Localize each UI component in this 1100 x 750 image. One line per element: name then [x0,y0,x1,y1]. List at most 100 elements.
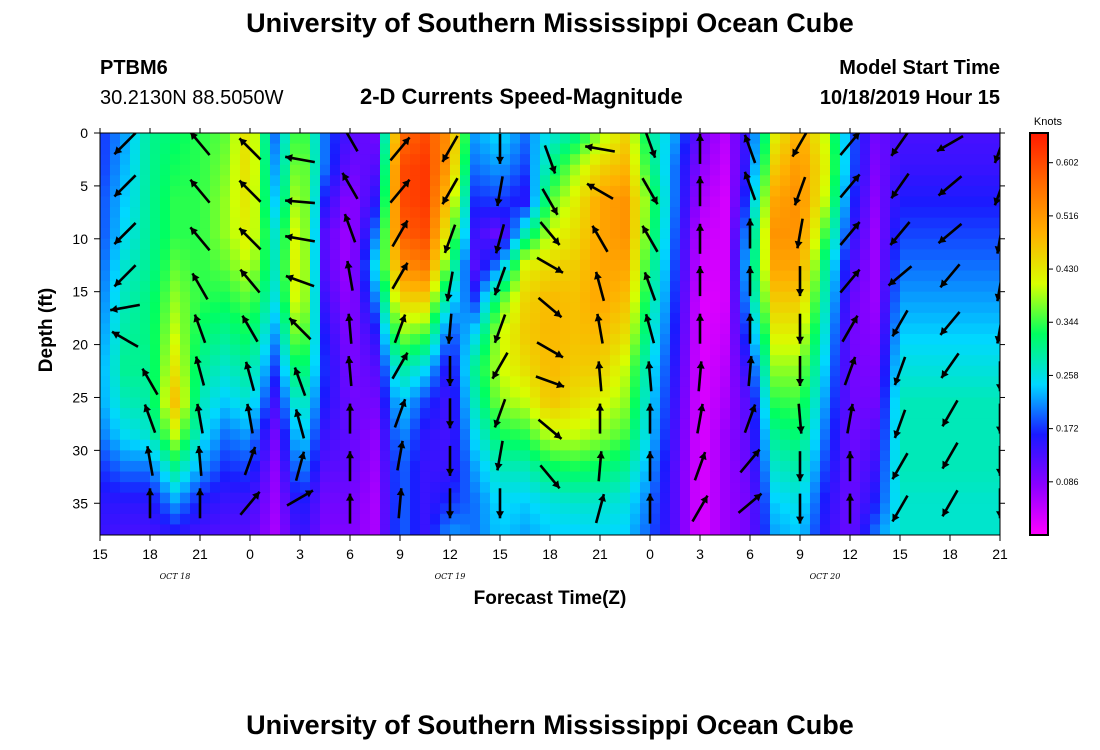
heatmap-cell [720,524,731,535]
heatmap-cell [570,492,581,504]
heatmap-cell [890,397,901,409]
heatmap-cell [130,376,141,388]
heatmap-cell [880,249,891,261]
heatmap-cell [480,143,491,155]
heatmap-cell [480,513,491,526]
heatmap-cell [870,418,881,430]
heatmap-cell [930,238,941,250]
heatmap-cell [520,207,531,219]
heatmap-cell [870,207,881,219]
heatmap-cell [650,323,661,335]
heatmap-cell [800,418,811,430]
heatmap-cell [840,503,851,515]
heatmap-cell [930,270,941,282]
heatmap-cell [380,228,391,240]
heatmap-cell [420,143,431,155]
heatmap-cell [170,164,181,176]
heatmap-cell [380,482,391,494]
heatmap-cell [480,429,491,441]
heatmap-cell [210,492,221,504]
heatmap-cell [960,408,971,420]
heatmap-cell [710,238,721,250]
heatmap-cell [350,408,361,420]
heatmap-cell [350,259,361,272]
heatmap-cell [850,460,861,473]
heatmap-cell [770,175,781,187]
heatmap-cell [920,323,931,335]
heatmap-cell [160,513,171,526]
heatmap-cell [560,460,571,473]
heatmap-cell [840,291,851,303]
current-arrow [496,488,504,519]
heatmap-cell [640,185,651,198]
heatmap-cell [360,513,371,526]
heatmap-cell [560,482,571,494]
heatmap-cell [910,408,921,420]
heatmap-cell [130,281,141,293]
heatmap-cell [430,196,441,208]
heatmap-cell [820,376,831,388]
heatmap-cell [930,154,941,166]
heatmap-cell [150,302,161,314]
current-arrow [794,218,804,249]
heatmap-cell [160,185,171,198]
heatmap-cell [220,143,231,155]
current-arrow [996,403,1000,434]
heatmap-cell [620,164,631,176]
heatmap-cell [800,471,811,483]
heatmap-cell [410,291,421,303]
heatmap-cell [720,386,731,399]
heatmap-cell [720,323,731,335]
heatmap-cell [470,492,481,504]
heatmap-cell [610,175,621,187]
heatmap-cell [170,259,181,272]
heatmap-cell [870,238,881,250]
heatmap-cell [130,302,141,314]
heatmap-cell [650,386,661,399]
heatmap-cell [650,238,661,250]
heatmap-cell [320,133,331,145]
heatmap-cell [440,133,451,145]
heatmap-cell [110,228,121,240]
heatmap-cell [980,344,991,356]
heatmap-cell [960,460,971,473]
heatmap-cell [360,154,371,166]
heatmap-cell [660,238,671,250]
heatmap-cell [400,143,411,155]
heatmap-cell [440,217,451,229]
heatmap-cell [440,249,451,261]
heatmap-cell [390,450,401,462]
heatmap-cell [980,386,991,399]
heatmap-cell [360,217,371,229]
heatmap-cell [410,270,421,282]
heatmap-cell [840,249,851,261]
heatmap-cell [430,355,441,367]
heatmap-cell [770,228,781,240]
heatmap-cell [940,408,951,420]
heatmap-cell [350,323,361,335]
current-arrow [144,445,154,476]
heatmap-cell [490,460,501,473]
heatmap-cell [700,281,711,293]
heatmap-cell [670,482,681,494]
heatmap-cell [560,175,571,187]
heatmap-cell [960,450,971,462]
heatmap-cell [920,418,931,430]
heatmap-cell [510,143,521,155]
heatmap-cell [640,334,651,346]
heatmap-cell [700,143,711,155]
heatmap-cell [680,386,691,399]
heatmap-cell [190,143,201,155]
heatmap-cell [140,524,151,535]
heatmap-cell [760,133,771,145]
heatmap-cell [610,513,621,526]
heatmap-cell [440,471,451,483]
heatmap-cell [840,418,851,430]
heatmap-cell [230,323,241,335]
heatmap-cell [370,524,381,535]
heatmap-cell [500,503,511,515]
heatmap-cell [990,503,1000,515]
heatmap-cell [630,196,641,208]
heatmap-cell [990,460,1000,473]
heatmap-cell [740,238,751,250]
